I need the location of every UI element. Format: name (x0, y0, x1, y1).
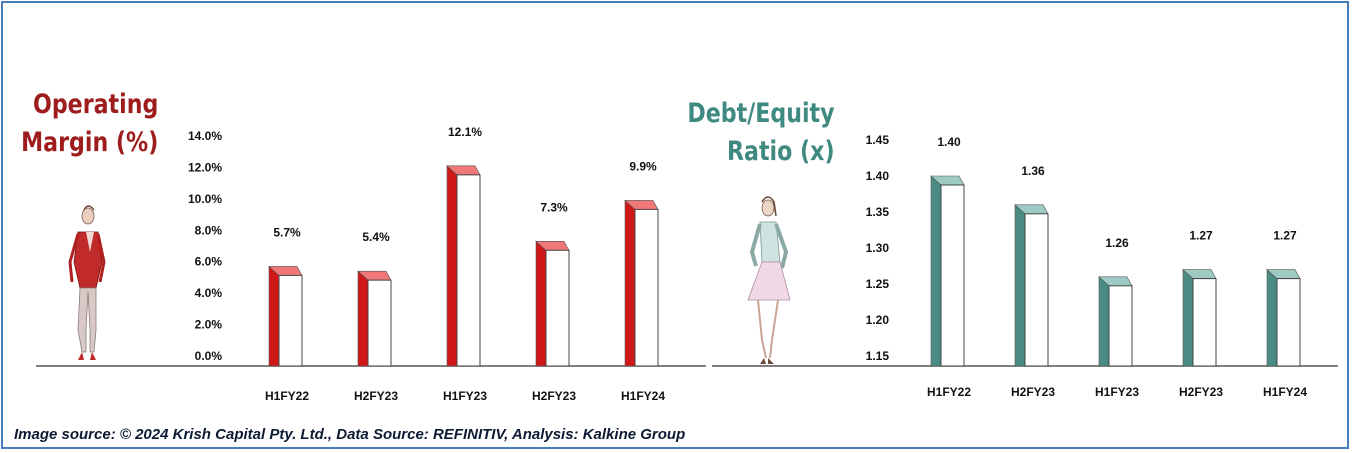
operating-margin-data-label: 12.1% (448, 125, 482, 139)
debt-equity-data-label: 1.27 (1273, 229, 1297, 243)
debt-equity-data-label: 1.27 (1189, 229, 1213, 243)
debt-equity-title-line-1: Debt/Equity (687, 98, 835, 129)
operating-margin-bar (624, 199, 659, 367)
operating-margin-data-label: 7.3% (540, 200, 568, 214)
debt-equity-category-label: H1FY24 (1263, 385, 1307, 399)
operating-margin-title-line-2: Margin (%) (20, 127, 158, 158)
debt-equity-bar (1266, 268, 1301, 367)
operating-margin-bar (268, 265, 303, 367)
operating-margin-title: Operating Margin (%) (21, 86, 158, 162)
debt-equity-y-tick-label: 1.45 (866, 133, 890, 147)
operating-margin-category-label: H1FY23 (443, 389, 487, 403)
operating-margin-y-tick-label: 0.0% (195, 349, 223, 363)
fashion-figure-light-dress-illustration (747, 196, 791, 364)
fashion-figure-red-suit-illustration (68, 205, 106, 360)
debt-equity-y-tick-label: 1.20 (866, 313, 890, 327)
operating-margin-title-line-1: Operating (32, 89, 158, 120)
debt-equity-y-tick-label: 1.35 (866, 205, 890, 219)
debt-equity-bar (930, 175, 965, 367)
operating-margin-y-tick-label: 6.0% (195, 255, 223, 269)
debt-equity-y-tick-label: 1.40 (866, 169, 890, 183)
debt-equity-title: Debt/Equity Ratio (x) (688, 95, 835, 171)
operating-margin-data-label: 5.7% (273, 225, 301, 239)
debt-equity-y-tick-label: 1.15 (866, 349, 890, 363)
operating-margin-category-label: H1FY22 (265, 389, 309, 403)
operating-margin-bar (357, 270, 392, 367)
operating-margin-category-label: H2FY23 (354, 389, 398, 403)
operating-margin-category-label: H1FY24 (621, 389, 665, 403)
debt-equity-category-label: H2FY23 (1179, 385, 1223, 399)
debt-equity-data-label: 1.40 (937, 135, 961, 149)
debt-equity-bar (1014, 204, 1049, 367)
operating-margin-y-tick-label: 8.0% (195, 223, 223, 237)
debt-equity-data-label: 1.26 (1105, 236, 1129, 250)
image-source-caption: Image source: © 2024 Krish Capital Pty. … (14, 426, 686, 443)
debt-equity-bar (1182, 268, 1217, 367)
operating-margin-y-tick-label: 14.0% (188, 129, 222, 143)
operating-margin-data-label: 9.9% (629, 159, 657, 173)
debt-equity-title-line-2: Ratio (x) (727, 136, 835, 167)
operating-margin-data-label: 5.4% (362, 230, 390, 244)
debt-equity-y-tick-label: 1.30 (866, 241, 890, 255)
operating-margin-chart: 0.0% 2.0% 4.0% 6.0% 8.0% 10.0% 12.0% 14.0% 5.7% H… (36, 125, 706, 403)
debt-equity-bar (1098, 276, 1133, 367)
operating-margin-y-tick-label: 2.0% (195, 318, 223, 332)
debt-equity-y-tick-label: 1.25 (866, 277, 890, 291)
operating-margin-bar (446, 165, 481, 367)
debt-equity-chart: 1.15 1.20 1.25 1.30 1.35 1.40 1.45 1.40 H1FY22 1.… (712, 133, 1338, 399)
operating-margin-bar (535, 240, 570, 367)
operating-margin-y-tick-label: 12.0% (188, 160, 222, 174)
operating-margin-y-tick-label: 10.0% (188, 192, 222, 206)
debt-equity-category-label: H1FY23 (1095, 385, 1139, 399)
debt-equity-data-label: 1.36 (1021, 164, 1045, 178)
operating-margin-y-tick-label: 4.0% (195, 286, 223, 300)
debt-equity-category-label: H2FY23 (1011, 385, 1055, 399)
operating-margin-category-label: H2FY23 (532, 389, 576, 403)
debt-equity-category-label: H1FY22 (927, 385, 971, 399)
